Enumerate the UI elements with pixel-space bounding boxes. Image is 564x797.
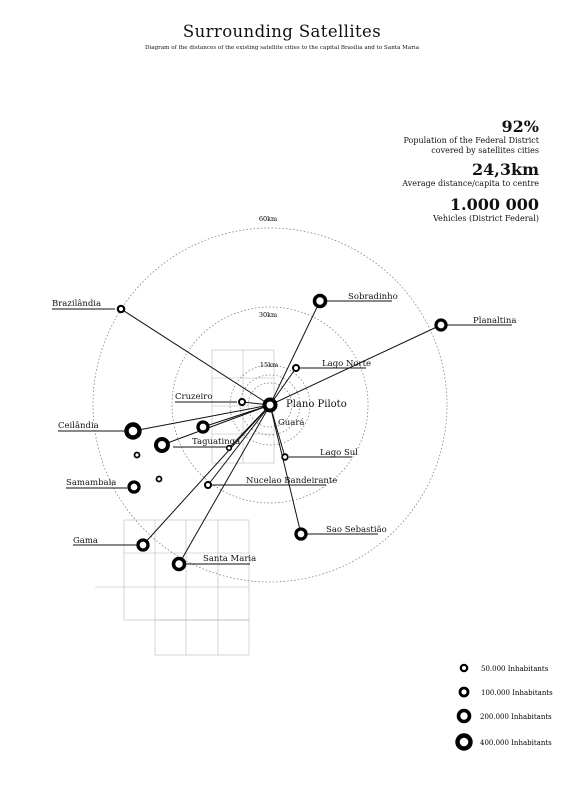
legend-label-50k: 50.000 Inhabitants — [481, 665, 549, 673]
city-marker-lago-sul — [281, 453, 289, 461]
stat-value: 92% — [501, 117, 539, 136]
stat-value: 24,3km — [472, 160, 539, 179]
city-label-sao-sebastiao: Sao Sebastião — [326, 524, 387, 535]
city-marker-guara — [196, 420, 210, 434]
ring-label-15km: 15km — [260, 361, 278, 369]
city-label-ceilandia: Ceilândia — [58, 420, 99, 431]
city-marker-sao-sebastiao — [294, 527, 308, 541]
stat-population-share: 92% Population of the Federal District c… — [404, 118, 540, 155]
legend: 50.000 Inhabitants 100.000 Inhabitants 2… — [455, 663, 553, 751]
city-label-cruzeiro: Cruzeiro — [175, 392, 212, 402]
ring-label-60km: 60km — [259, 215, 277, 223]
city-marker-santa-maria — [171, 556, 187, 572]
city-marker-planaltina — [434, 318, 448, 332]
legend-marker-400k — [455, 733, 473, 751]
city-marker-small — [155, 475, 163, 483]
city-label-samambaia: Samambaia — [66, 478, 116, 488]
city-label-taguatinga: Taguatinga — [192, 437, 240, 447]
legend-label-400k: 400.000 Inhabitants — [480, 739, 552, 747]
stat-vehicles: 1.000 000 Vehicles (District Federal) — [433, 196, 539, 224]
city-marker-taguatinga — [154, 437, 170, 453]
city-marker-ceilandia — [124, 422, 142, 440]
city-label-nucleo-bandeirante: Nucelao Bandeirante — [246, 476, 337, 486]
distance-rings — [92, 227, 448, 583]
city-marker-samambaia — [127, 480, 141, 494]
stat-caption-line: Population of the Federal District — [403, 136, 540, 145]
stat-caption-line: covered by satellites cities — [431, 145, 539, 155]
ring-inner — [247, 382, 293, 428]
city-marker-gama — [136, 538, 150, 552]
stat-caption-line: Vehicles (District Federal) — [433, 214, 539, 223]
city-label-planaltina: Planaltina — [473, 316, 516, 326]
city-label-lago-sul: Lago Sul — [320, 448, 358, 458]
legend-marker-100k — [458, 686, 470, 698]
connector-lines — [52, 300, 512, 565]
city-marker-sobradinho — [312, 293, 328, 309]
city-label-santa-maria: Santa Maria — [203, 554, 256, 564]
city-label-plano-piloto: Plano Piloto — [286, 399, 347, 410]
city-labels: Brazilândia Sobradinho Planaltina Lago N… — [52, 292, 516, 564]
city-label-gama: Gama — [73, 536, 98, 546]
stat-value: 1.000 000 — [449, 195, 539, 214]
city-marker-nucleo-bandeirante — [204, 481, 212, 489]
city-label-sobradinho: Sobradinho — [348, 292, 398, 302]
legend-marker-200k — [456, 708, 472, 724]
legend-marker-50k — [459, 663, 469, 673]
ring-60km — [92, 227, 448, 583]
diagram-subtitle: Diagram of the distances of the existing… — [144, 45, 420, 51]
city-markers — [116, 293, 448, 572]
city-marker-small — [225, 444, 233, 452]
stat-caption-line: Average distance/capita to centre — [402, 179, 539, 188]
city-marker-cruzeiro — [238, 398, 246, 406]
background-grid — [95, 349, 275, 656]
city-marker-plano-piloto — [262, 397, 278, 413]
city-label-guara: Guará — [278, 417, 304, 428]
city-label-lago-norte: Lago Norte — [322, 359, 371, 369]
city-label-brazilandia: Brazilândia — [52, 298, 101, 309]
stat-average-distance: 24,3km Average distance/capita to centre — [402, 161, 539, 189]
legend-label-200k: 200.000 Inhabitants — [480, 713, 552, 721]
ring-label-30km: 30km — [259, 311, 277, 319]
ring-15km — [229, 364, 311, 446]
city-marker-small — [133, 451, 141, 459]
diagram-title: Surrounding Satellites — [182, 22, 382, 41]
legend-label-100k: 100.000 Inhabitants — [481, 689, 553, 697]
ring-30km — [171, 306, 369, 504]
city-marker-brazilandia — [116, 304, 126, 314]
city-marker-lago-norte — [292, 364, 300, 372]
